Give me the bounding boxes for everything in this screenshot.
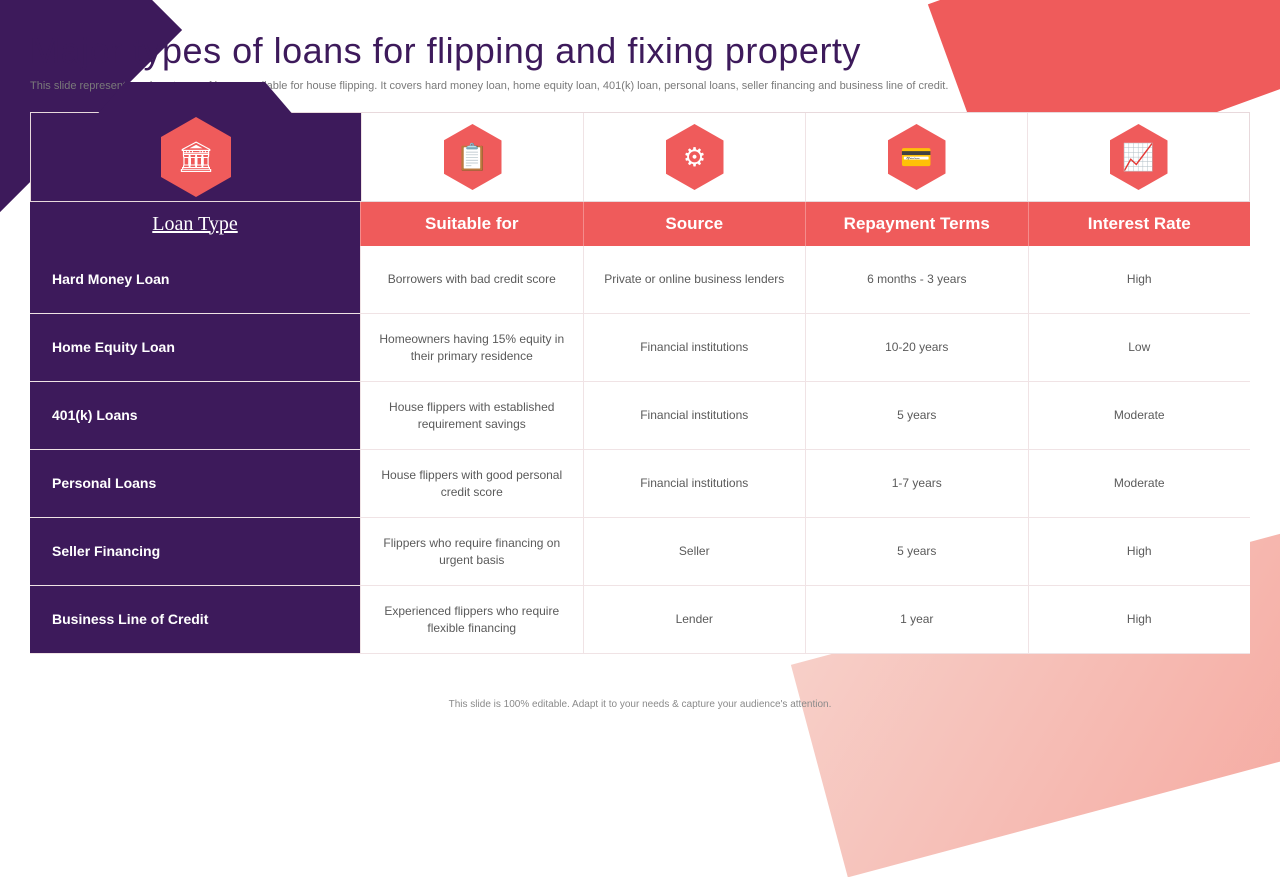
icon-cell-loan-type: 🏛 [31,113,361,201]
row-cell: Flippers who require financing on urgent… [360,518,583,585]
table-row: Home Equity LoanHomeowners having 15% eq… [30,314,1250,382]
table-row: 401(k) LoansHouse flippers with establis… [30,382,1250,450]
row-cell: Moderate [1028,382,1251,449]
loan-type-tab [95,82,295,117]
col-header-suitable: Suitable for [360,202,583,246]
clipboard-icon: 📋 [444,124,502,190]
icon-cell-rate: 📈 [1027,113,1249,201]
row-label: Hard Money Loan [30,246,360,313]
row-cell: 10-20 years [805,314,1028,381]
row-cell: 5 years [805,382,1028,449]
row-cell: Borrowers with bad credit score [360,246,583,313]
col-header-terms: Repayment Terms [805,202,1028,246]
row-label: Personal Loans [30,450,360,517]
rate-icon: 📈 [1110,124,1168,190]
row-cell: Homeowners having 15% equity in their pr… [360,314,583,381]
row-cell: Seller [583,518,806,585]
col-header-rate: Interest Rate [1028,202,1251,246]
row-cell: Lender [583,586,806,653]
table-row: Personal LoansHouse flippers with good p… [30,450,1250,518]
row-cell: Moderate [1028,450,1251,517]
row-cell: Financial institutions [583,450,806,517]
table-body: Hard Money LoanBorrowers with bad credit… [30,246,1250,654]
icon-cell-source: ⚙ [583,113,805,201]
table-row: Hard Money LoanBorrowers with bad credit… [30,246,1250,314]
row-cell: 6 months - 3 years [805,246,1028,313]
row-cell: House flippers with good personal credit… [360,450,583,517]
row-cell: High [1028,586,1251,653]
network-icon: ⚙ [666,124,724,190]
bank-icon: 🏛 [161,117,231,197]
table-row: Seller FinancingFlippers who require fin… [30,518,1250,586]
row-label: Business Line of Credit [30,586,360,653]
slide-title: Major types of loans for flipping and fi… [30,30,1250,72]
row-cell: Low [1028,314,1251,381]
slide-content: Major types of loans for flipping and fi… [0,0,1280,664]
icon-row: 🏛 📋 ⚙ 💳 📈 [30,112,1250,202]
col-header-source: Source [583,202,806,246]
row-cell: High [1028,518,1251,585]
loan-table: 🏛 📋 ⚙ 💳 📈 Loan Type Suitable for Source … [30,112,1250,654]
footer-note: This slide is 100% editable. Adapt it to… [0,699,1280,710]
row-cell: Experienced flippers who require flexibl… [360,586,583,653]
payment-icon: 💳 [888,124,946,190]
row-cell: 1-7 years [805,450,1028,517]
row-cell: Financial institutions [583,382,806,449]
row-cell: High [1028,246,1251,313]
row-label: Seller Financing [30,518,360,585]
col-header-loan-type: Loan Type [30,202,360,246]
row-label: 401(k) Loans [30,382,360,449]
table-header-row: Loan Type Suitable for Source Repayment … [30,202,1250,246]
row-cell: Financial institutions [583,314,806,381]
row-cell: House flippers with established requirem… [360,382,583,449]
row-label: Home Equity Loan [30,314,360,381]
icon-cell-suitable: 📋 [361,113,583,201]
icon-cell-terms: 💳 [805,113,1027,201]
table-row: Business Line of CreditExperienced flipp… [30,586,1250,654]
row-cell: 5 years [805,518,1028,585]
row-cell: 1 year [805,586,1028,653]
row-cell: Private or online business lenders [583,246,806,313]
